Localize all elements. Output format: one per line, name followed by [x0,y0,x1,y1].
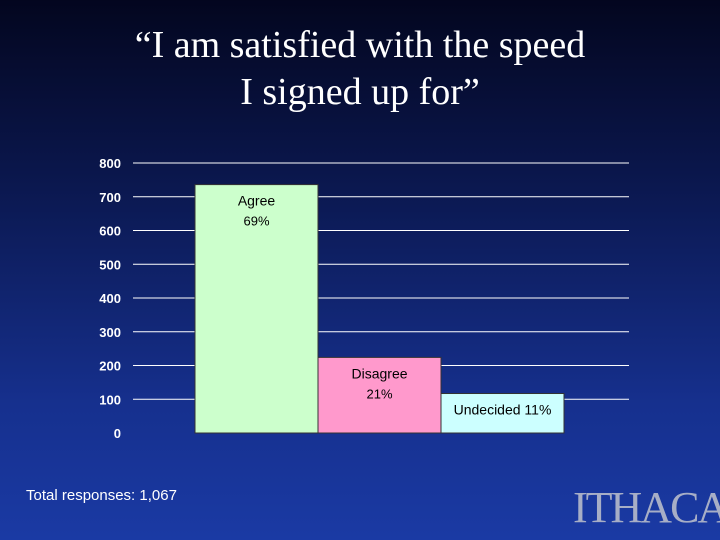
total-responses-note: Total responses: 1,067 [26,487,177,504]
slide-title: “I am satisfied with the speed I signed … [0,22,720,116]
data-label-disagree: Disagree [351,365,407,381]
ithaca-logo: ITHACA [573,483,720,532]
y-tick-label: 600 [99,224,121,239]
y-tick-label: 700 [99,190,121,205]
y-tick-label: 800 [99,156,121,171]
data-label-agree: Agree [238,193,276,209]
y-axis-tick-labels: 0 100 200 300 400 500 600 700 800 [99,156,121,441]
y-tick-label: 500 [99,257,121,272]
y-tick-label: 200 [99,359,121,374]
y-tick-label: 400 [99,291,121,306]
data-label-disagree: 21% [366,386,392,401]
y-tick-label: 100 [99,392,121,407]
y-tick-label: 300 [99,325,121,340]
bar-undecided [440,393,565,434]
y-tick-label: 0 [114,426,121,441]
title-line-1: “I am satisfied with the speed [134,24,586,66]
data-label-agree: 69% [243,214,269,229]
data-label-undecided: Undecided 11% [454,402,552,418]
bars [194,184,565,434]
bar-data-labels: Agree 69% Disagree 21% Undecided 11% [238,193,552,418]
bar-agree [194,184,319,434]
title-line-2: I signed up for” [240,71,480,113]
